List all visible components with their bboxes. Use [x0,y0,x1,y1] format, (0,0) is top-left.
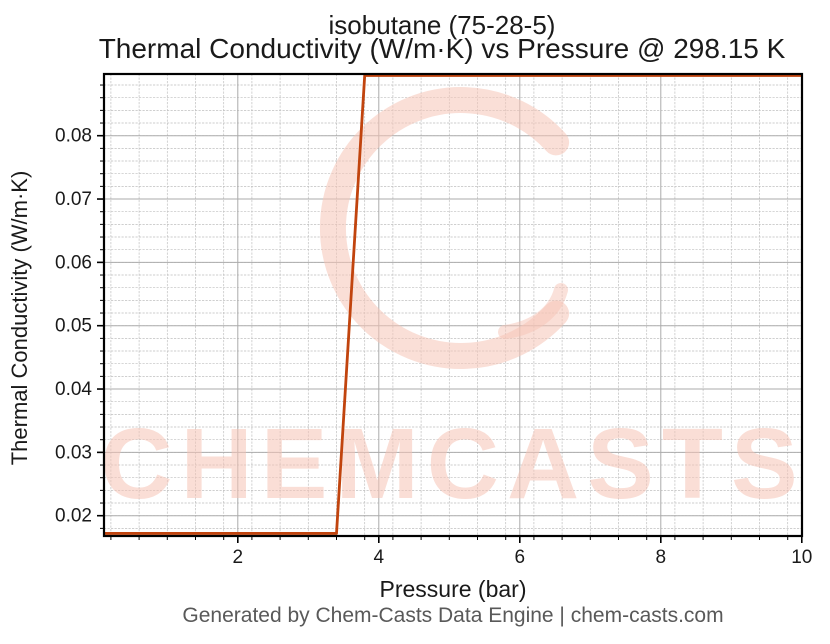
svg-text:0.02: 0.02 [55,506,92,527]
svg-text:0.06: 0.06 [55,252,92,273]
svg-text:0.05: 0.05 [55,316,92,337]
svg-text:CHEMCASTS: CHEMCASTS [100,408,805,520]
svg-text:0.08: 0.08 [55,126,92,147]
svg-text:10: 10 [791,547,812,568]
svg-text:6: 6 [515,547,526,568]
svg-text:0.04: 0.04 [55,379,92,400]
svg-text:0.07: 0.07 [55,189,92,210]
svg-text:4: 4 [374,547,385,568]
svg-text:0.03: 0.03 [55,442,92,463]
svg-text:8: 8 [656,547,667,568]
svg-text:2: 2 [233,547,244,568]
